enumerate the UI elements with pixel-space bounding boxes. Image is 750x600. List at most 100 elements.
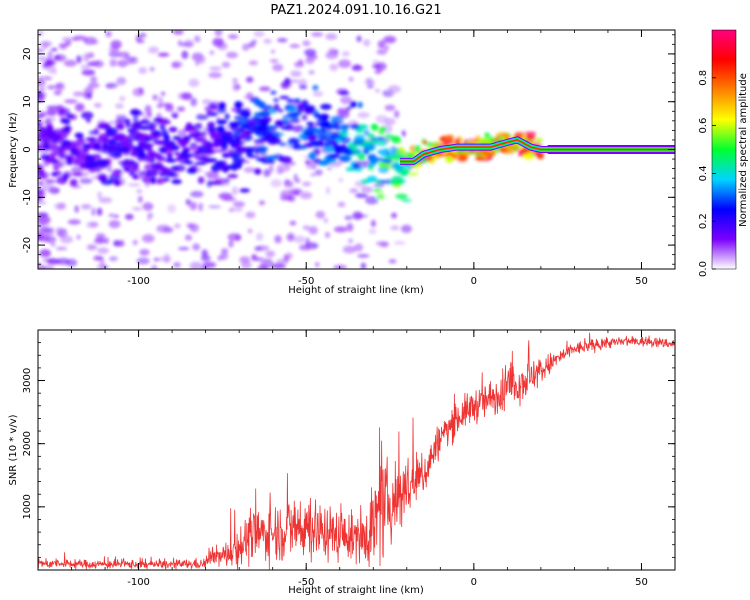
spectrogram-band-blob xyxy=(422,140,428,144)
spectrogram-noise-blob xyxy=(149,67,155,72)
spectrogram-ridge xyxy=(398,136,675,165)
spectrogram-noise-blob xyxy=(157,52,170,57)
spectrogram-noise-blob xyxy=(342,245,357,254)
spectrogram-noise-blob xyxy=(258,200,266,206)
spectrogram-band-blob xyxy=(259,136,271,142)
spectrogram-noise-blob xyxy=(53,55,61,60)
spectrogram-band-blob xyxy=(349,101,357,108)
spectrogram-noise-blob xyxy=(46,258,61,265)
spectrogram-band-blob xyxy=(366,175,378,183)
spectrogram-band-blob xyxy=(204,159,213,163)
spectrogram-band-blob xyxy=(351,148,357,156)
spectrogram-band-blob xyxy=(46,131,59,139)
spectrogram-noise-blob xyxy=(368,228,377,234)
spectrogram-noise-blob xyxy=(185,198,191,206)
spectrogram-noise-blob xyxy=(76,55,82,64)
spectrogram-band-blob xyxy=(58,107,71,115)
spectrogram-band-blob xyxy=(395,193,408,199)
spectrogram-noise-blob xyxy=(38,196,43,202)
spectrogram-noise-blob xyxy=(289,187,303,194)
snr-x-label: Height of straight line (km) xyxy=(288,585,424,596)
spectrogram-band-blob xyxy=(277,108,284,113)
x-tick-label: -100 xyxy=(127,577,150,588)
spectrogram-noise-blob xyxy=(174,223,181,229)
spectrogram-noise-blob xyxy=(81,69,96,76)
spectrogram-noise-blob xyxy=(153,257,160,262)
spectrogram-noise-blob xyxy=(360,186,374,194)
x-tick-label: -100 xyxy=(127,276,150,287)
spectrogram-noise-blob xyxy=(171,62,181,69)
spectrogram-noise-blob xyxy=(352,211,363,220)
spectrogram-band-blob xyxy=(151,162,164,169)
spectrogram-noise-blob xyxy=(272,263,286,269)
snr-frame xyxy=(37,329,676,571)
spectrogram-noise-blob xyxy=(100,257,105,266)
spectrogram-band-blob xyxy=(279,142,287,147)
spectrogram-band-blob xyxy=(236,146,249,153)
colorbar: 0.0 0.2 0.4 0.6 0.8 Normalized spectral ampl… xyxy=(698,29,749,277)
spectrogram-noise-blob xyxy=(38,215,51,225)
spectrogram-band-blob xyxy=(146,122,159,127)
spectrogram-band-blob xyxy=(66,113,73,120)
spectrogram-noise-blob xyxy=(312,91,324,97)
spectrogram-band-blob xyxy=(72,172,83,177)
spectrogram-band-blob xyxy=(266,125,279,130)
spectrogram-band-blob xyxy=(208,102,218,109)
spectrogram-noise-blob xyxy=(274,235,282,244)
spectrogram-noise-blob xyxy=(40,227,55,232)
spectrogram-band-blob xyxy=(265,155,278,160)
spectrogram-band-blob xyxy=(320,113,329,122)
spectrogram-band-blob xyxy=(391,135,402,144)
spectrogram-x-label: Height of straight line (km) xyxy=(288,285,424,296)
spectrogram-noise-blob xyxy=(181,50,189,59)
spectrogram-noise-blob xyxy=(38,30,44,36)
spectrogram-noise-blob xyxy=(400,224,412,233)
spectrogram-noise-blob xyxy=(38,92,47,100)
spectrogram-noise-blob xyxy=(161,103,173,107)
colorbar-tick-label: 0.0 xyxy=(698,261,709,277)
spectrogram-band-blob xyxy=(325,131,331,137)
spectrogram-band-blob xyxy=(473,152,484,156)
spectrogram-noise-blob xyxy=(52,67,57,75)
spectrogram-band-blob xyxy=(432,141,442,147)
spectrogram-noise-blob xyxy=(376,49,388,55)
spectrogram-band-blob xyxy=(239,188,251,193)
spectrogram-band-blob xyxy=(216,119,228,125)
spectrogram-noise-blob xyxy=(348,238,354,244)
spectrogram-band-blob xyxy=(370,137,383,141)
spectrogram-noise-blob xyxy=(138,67,148,74)
spectrogram-band-blob xyxy=(220,142,228,151)
snr-series xyxy=(38,332,675,570)
spectrogram-noise-blob xyxy=(353,64,361,70)
spectrogram-noise-blob xyxy=(365,196,379,205)
spectrogram-band-blob xyxy=(63,119,71,125)
spectrogram-noise-blob xyxy=(394,110,400,118)
spectrogram-band-blob xyxy=(253,99,263,107)
spectrogram-band-blob xyxy=(138,125,151,131)
spectrogram-band-blob xyxy=(127,128,135,132)
spectrogram-band-blob xyxy=(273,98,279,103)
spectrogram-noise-blob xyxy=(72,91,86,97)
spectrogram-band-blob xyxy=(376,181,382,185)
spectrogram-band-blob xyxy=(143,137,153,142)
spectrogram-noise-blob xyxy=(393,241,406,245)
spectrogram-band-blob xyxy=(352,137,365,145)
spectrogram-noise-blob xyxy=(44,179,59,184)
spectrogram-noise-blob xyxy=(299,191,313,199)
spectrogram-band-blob xyxy=(74,132,84,139)
spectrogram-noise-blob xyxy=(325,232,330,238)
spectrogram-noise-blob xyxy=(338,107,349,114)
spectrogram-noise-blob xyxy=(160,91,166,96)
spectrogram-band-blob xyxy=(475,135,481,141)
spectrogram-band-blob xyxy=(395,150,407,155)
spectrogram-band-blob xyxy=(206,180,213,188)
spectrogram-noise-blob xyxy=(225,125,231,130)
spectrogram-noise-blob xyxy=(142,234,155,243)
spectrogram-band-blob xyxy=(284,77,292,86)
spectrogram-band-blob xyxy=(153,117,163,122)
spectrogram-band-blob xyxy=(303,129,315,137)
spectrogram-band-blob xyxy=(172,136,182,140)
spectrogram-band-blob xyxy=(397,146,404,152)
spectrogram-noise-blob xyxy=(79,178,93,184)
spectrogram-noise-blob xyxy=(256,245,270,251)
